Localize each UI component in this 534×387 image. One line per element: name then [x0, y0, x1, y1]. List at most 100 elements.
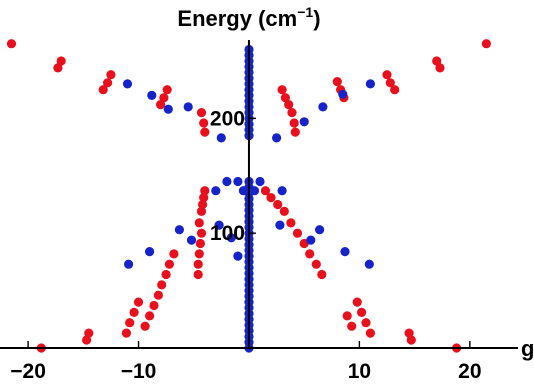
data-point [200, 186, 210, 196]
data-point [183, 102, 193, 112]
data-point [255, 176, 265, 187]
data-point [196, 206, 207, 216]
data-point [140, 321, 150, 331]
data-point [277, 186, 287, 196]
data-point [214, 220, 224, 230]
data-point [277, 85, 287, 95]
data-point [122, 79, 133, 89]
data-point [82, 335, 92, 345]
data-point [311, 259, 321, 269]
data-point [382, 70, 392, 80]
x-tick-label: 20 [458, 360, 481, 383]
data-point [157, 280, 167, 290]
data-point [432, 56, 442, 66]
data-point [340, 247, 350, 257]
data-point [292, 228, 303, 238]
data-point [435, 63, 445, 73]
data-point [315, 225, 325, 235]
data-point [365, 79, 375, 89]
data-point [164, 259, 174, 269]
x-tick-label: −10 [121, 360, 157, 383]
data-point [260, 186, 271, 196]
data-point [289, 118, 299, 128]
data-point [299, 117, 309, 127]
data-point [163, 104, 173, 114]
data-point [103, 78, 113, 88]
data-point [200, 127, 210, 137]
data-point [121, 328, 131, 338]
data-point [174, 225, 184, 235]
data-point [222, 176, 232, 187]
data-point [159, 93, 169, 103]
data-point [196, 108, 207, 118]
data-point [286, 218, 296, 228]
y-tick-label: 100 [210, 222, 245, 245]
data-point [161, 269, 171, 280]
chart-ticks: −20 −10 10 20 100 200 [10, 107, 481, 383]
data-point [156, 100, 166, 110]
data-point [249, 186, 260, 196]
data-point [361, 318, 371, 328]
data-point [194, 249, 204, 259]
data-point [194, 218, 204, 228]
data-point [98, 85, 108, 95]
data-point [481, 39, 491, 49]
data-point [385, 78, 395, 88]
data-point [199, 193, 209, 203]
data-point [53, 63, 63, 73]
data-point [125, 318, 135, 328]
data-point [149, 300, 159, 311]
data-point [106, 70, 116, 80]
y-axis-title-superscript: −1 [297, 4, 313, 20]
data-point [306, 235, 316, 245]
y-axis-title-close: ) [313, 6, 320, 31]
data-point [145, 311, 155, 321]
data-point [169, 249, 179, 259]
data-point [279, 206, 289, 216]
data-point [199, 118, 209, 128]
data-point [338, 89, 348, 99]
data-point [406, 335, 416, 345]
x-tick-label: −20 [10, 360, 46, 383]
data-point [196, 228, 207, 238]
data-point [280, 93, 290, 103]
data-point [317, 269, 327, 280]
data-point [290, 127, 300, 137]
data-point [275, 220, 285, 230]
data-point [193, 259, 203, 269]
data-point [216, 133, 226, 143]
data-point [273, 199, 283, 210]
data-point [226, 233, 236, 243]
data-point [6, 39, 17, 49]
data-point [390, 85, 400, 95]
data-point [287, 108, 297, 118]
data-point [342, 311, 352, 321]
data-point [145, 247, 155, 257]
data-point [238, 186, 248, 196]
data-point [84, 328, 94, 338]
y-tick-label: 200 [210, 107, 245, 130]
data-point [153, 290, 163, 300]
data-point [404, 328, 414, 338]
data-point [352, 297, 362, 307]
data-point [198, 199, 208, 210]
data-point [233, 176, 243, 187]
data-point [365, 328, 375, 338]
data-point [347, 321, 357, 331]
data-point [318, 102, 328, 112]
y-axis-title-main: Energy (cm [177, 6, 297, 31]
data-point [193, 269, 203, 280]
data-point [272, 133, 282, 143]
data-point [332, 77, 342, 87]
x-axis-title: g [521, 336, 534, 361]
x-tick-label: 10 [348, 360, 371, 383]
data-point [357, 307, 367, 317]
data-point [124, 259, 134, 269]
data-point [162, 85, 172, 95]
data-point [129, 307, 139, 317]
y-axis-title: Energy (cm−1) [177, 4, 320, 31]
data-point [305, 249, 315, 259]
data-point [284, 100, 294, 110]
data-point [186, 235, 197, 245]
